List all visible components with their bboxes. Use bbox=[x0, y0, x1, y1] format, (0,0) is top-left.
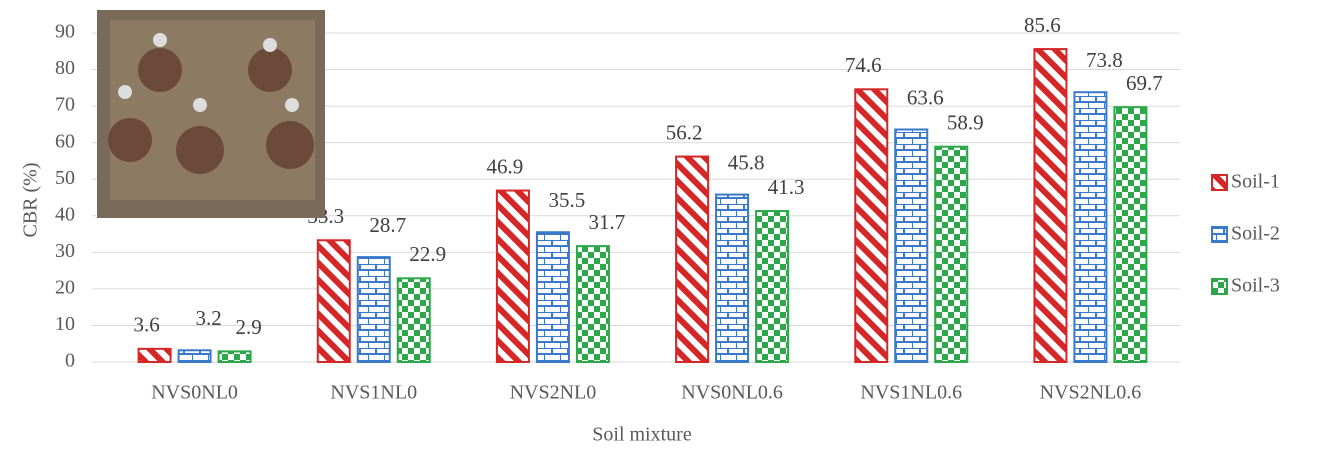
bar bbox=[755, 210, 790, 363]
bar bbox=[535, 231, 570, 363]
bar bbox=[1113, 106, 1148, 363]
value-label: 69.7 bbox=[1126, 71, 1163, 95]
y-tick-label: 20 bbox=[55, 276, 75, 298]
y-tick-label: 10 bbox=[55, 313, 75, 335]
bar bbox=[495, 189, 530, 363]
value-label: 85.6 bbox=[1024, 13, 1061, 37]
bar bbox=[675, 155, 710, 363]
value-label: 45.8 bbox=[728, 150, 765, 174]
value-label: 35.5 bbox=[549, 188, 586, 212]
bar bbox=[854, 88, 889, 363]
value-label: 58.9 bbox=[947, 111, 984, 135]
y-tick-label: 40 bbox=[55, 203, 75, 225]
y-tick-label: 90 bbox=[55, 21, 75, 43]
x-axis-label: Soil mixture bbox=[592, 424, 692, 446]
bar bbox=[715, 193, 750, 363]
bar bbox=[934, 145, 969, 363]
bar bbox=[137, 347, 172, 363]
value-label: 31.7 bbox=[589, 210, 626, 234]
bar bbox=[575, 245, 610, 363]
bar bbox=[217, 350, 252, 364]
photo-inset bbox=[97, 10, 325, 218]
bar bbox=[356, 256, 391, 363]
value-label: 2.9 bbox=[235, 315, 261, 339]
bar bbox=[1073, 91, 1108, 363]
legend-swatch bbox=[1211, 174, 1228, 191]
x-tick-label: NVS2NL0.6 bbox=[1040, 382, 1142, 404]
bar bbox=[396, 277, 431, 363]
legend-swatch bbox=[1211, 226, 1228, 243]
y-tick-label: 80 bbox=[55, 57, 75, 79]
bar bbox=[316, 239, 351, 364]
value-label: 74.6 bbox=[845, 53, 882, 77]
bar bbox=[177, 349, 212, 363]
value-label: 46.9 bbox=[487, 154, 524, 178]
value-label: 56.2 bbox=[666, 120, 703, 144]
x-tick-label: NVS0NL0 bbox=[151, 382, 238, 404]
legend: Soil-1 Soil-2 Soil-3 bbox=[1211, 171, 1280, 297]
legend-label: Soil-1 bbox=[1231, 171, 1280, 193]
value-label: 22.9 bbox=[409, 242, 446, 266]
value-label: 41.3 bbox=[768, 175, 805, 199]
x-tick-label: NVS1NL0 bbox=[330, 382, 417, 404]
y-tick-label: 30 bbox=[55, 240, 75, 262]
legend-label: Soil-2 bbox=[1231, 223, 1280, 245]
value-label: 63.6 bbox=[907, 85, 944, 109]
y-tick-label: 70 bbox=[55, 94, 75, 116]
x-tick-label: NVS0NL0.6 bbox=[681, 382, 783, 404]
legend-label: Soil-3 bbox=[1231, 275, 1280, 297]
x-tick-label: NVS1NL0.6 bbox=[860, 382, 962, 404]
bar bbox=[1033, 48, 1068, 364]
y-tick-label: 60 bbox=[55, 130, 75, 152]
legend-swatch bbox=[1211, 278, 1228, 295]
bar bbox=[894, 128, 929, 363]
x-tick-label: NVS2NL0 bbox=[510, 382, 597, 404]
value-label: 3.2 bbox=[195, 306, 221, 330]
y-axis-label: CBR (%) bbox=[20, 163, 42, 238]
y-tick-label: 0 bbox=[65, 350, 75, 372]
y-tick-label: 50 bbox=[55, 167, 75, 189]
value-label: 28.7 bbox=[369, 213, 406, 237]
value-label: 73.8 bbox=[1086, 48, 1123, 72]
value-label: 3.6 bbox=[133, 313, 159, 337]
